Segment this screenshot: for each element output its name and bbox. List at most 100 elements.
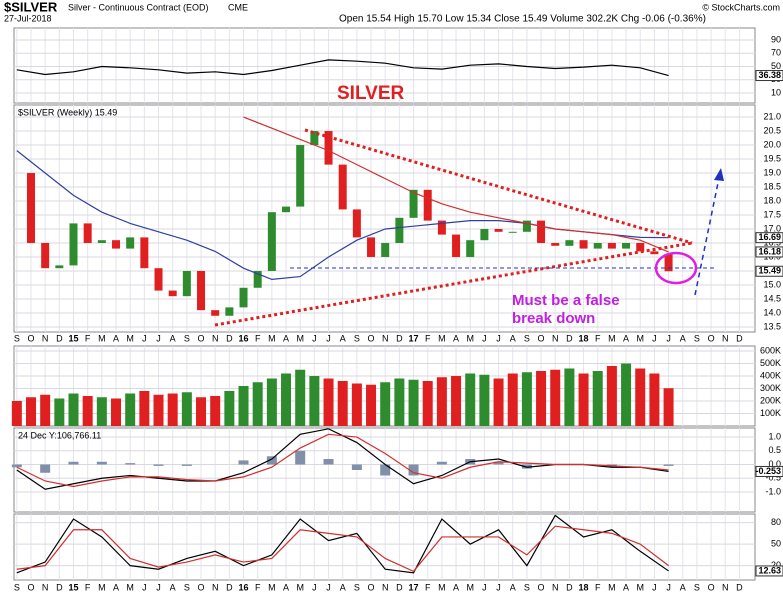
month-label: 17 — [409, 333, 419, 343]
last-value-box — [755, 232, 783, 244]
month-label: A — [283, 582, 289, 592]
note-box: Must be a false break down — [512, 292, 620, 327]
month-label: M — [438, 333, 446, 343]
month-label: 18 — [579, 333, 589, 343]
candle — [211, 310, 220, 316]
month-label: D — [736, 582, 743, 592]
month-label: A — [113, 582, 119, 592]
indicator-line — [243, 116, 669, 253]
month-label: J — [652, 582, 657, 592]
y-tick-label: 70 — [771, 48, 781, 58]
last-value-box — [755, 246, 783, 258]
panel-frame — [13, 104, 756, 333]
indicator-line — [16, 59, 669, 77]
month-label: N — [42, 582, 49, 592]
candle — [381, 242, 390, 257]
panel-title: $SILVER (Weekly) 15.49 — [18, 107, 117, 117]
month-label: O — [198, 582, 205, 592]
month-label: D — [56, 333, 63, 343]
volume-bar — [167, 393, 178, 426]
candle — [367, 237, 376, 257]
month-label: O — [538, 582, 545, 592]
candle — [168, 290, 177, 297]
histogram-bar — [125, 463, 136, 465]
month-label: D — [396, 333, 403, 343]
histogram-bar — [323, 459, 334, 465]
month-label: F — [595, 582, 601, 592]
panel-frame — [13, 27, 756, 104]
month-label: J — [666, 333, 671, 343]
month-label: N — [42, 333, 49, 343]
month-label: D — [226, 333, 233, 343]
symbol: $SILVER — [4, 0, 58, 14]
month-label: F — [85, 333, 91, 343]
month-label: N — [552, 333, 559, 343]
candle — [324, 131, 333, 165]
month-label: M — [268, 333, 276, 343]
month-label: M — [466, 582, 474, 592]
month-label: O — [538, 333, 545, 343]
histogram-bar — [521, 464, 532, 469]
volume-bar — [621, 363, 632, 426]
y-tick-label: 80 — [771, 517, 781, 527]
month-label: A — [283, 333, 289, 343]
candle — [466, 240, 475, 257]
month-label: M — [608, 582, 616, 592]
candle — [395, 217, 404, 243]
month-label: F — [255, 582, 261, 592]
candle — [112, 240, 121, 249]
month-label: N — [212, 333, 219, 343]
volume-bar — [465, 373, 476, 426]
y-tick-label: 20.0 — [763, 139, 781, 149]
month-label: D — [566, 582, 573, 592]
candle — [126, 237, 135, 249]
month-label: 17 — [409, 582, 419, 592]
volume-bar — [663, 388, 674, 426]
volume-bar — [592, 371, 603, 426]
candle — [622, 242, 631, 249]
month-label: O — [368, 582, 375, 592]
candle — [607, 242, 616, 249]
last-value: 36.38 — [758, 70, 781, 80]
candle — [522, 220, 531, 232]
month-label: D — [396, 582, 403, 592]
month-label: M — [296, 582, 304, 592]
y-tick-label: 19.0 — [763, 167, 781, 177]
y-tick-label: 13.5 — [763, 321, 781, 331]
volume-bar — [493, 378, 504, 426]
candle — [55, 265, 64, 269]
y-tick-label: 17.5 — [763, 209, 781, 219]
volume-bar — [578, 373, 589, 426]
histogram-bar — [68, 461, 79, 465]
month-label: J — [312, 582, 317, 592]
candle — [664, 254, 673, 272]
month-label: M — [438, 582, 446, 592]
candle — [140, 237, 149, 269]
month-label: 16 — [239, 333, 249, 343]
histogram-bar — [493, 461, 504, 465]
month-label: A — [340, 333, 346, 343]
y-tick-label: 15.0 — [763, 279, 781, 289]
month-label: M — [126, 582, 134, 592]
y-tick-label: 20 — [771, 560, 781, 570]
month-label: A — [680, 333, 686, 343]
month-label: S — [14, 333, 20, 343]
y-tick-label: 90 — [771, 34, 781, 44]
volume-bar — [323, 378, 334, 426]
y-tick-label: 600K — [760, 345, 781, 355]
month-label: A — [453, 582, 459, 592]
last-value: 12.63 — [758, 565, 781, 575]
indicator-line — [16, 433, 669, 488]
candle — [423, 189, 432, 221]
candle — [409, 189, 418, 218]
histogram-bar — [40, 464, 51, 473]
month-label: N — [212, 582, 219, 592]
candle — [636, 242, 645, 252]
volume-bar — [238, 386, 249, 426]
histogram-bar — [380, 464, 391, 476]
month-label: S — [184, 582, 190, 592]
month-label: J — [666, 582, 671, 592]
month-label: O — [368, 333, 375, 343]
histogram-bar — [266, 456, 277, 465]
